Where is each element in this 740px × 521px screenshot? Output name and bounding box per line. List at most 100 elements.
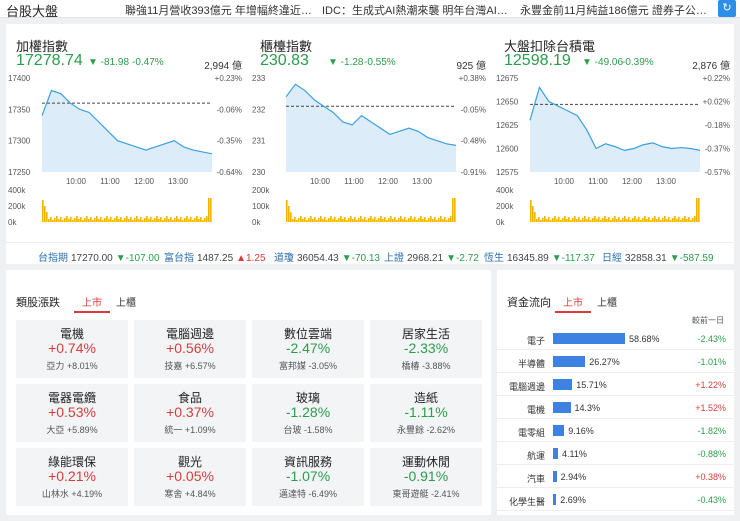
y-tick-label: 12650 <box>496 98 519 107</box>
tab-listed[interactable]: 上市 <box>74 292 110 313</box>
ticker-item[interactable]: 恆生 16345.89 ▼-117.37 <box>484 249 595 264</box>
volume-bar <box>372 219 374 222</box>
fund-flow-row[interactable]: 電腦週邊 15.71% +1.22% <box>497 374 734 396</box>
y-tick-label: 17350 <box>8 105 31 114</box>
y-tick-label: 12575 <box>496 168 519 177</box>
index-card-ex-tsmc[interactable]: 大盤扣除台積電 12598.19 ▼ -49.06 -0.39% 2,876 億… <box>494 24 734 234</box>
volume-bar <box>112 220 114 222</box>
news-headline-3[interactable]: 永豐金前11月純益186億元 證券子公… <box>520 5 707 17</box>
volume-bar <box>630 220 632 222</box>
news-headline-1[interactable]: 聯強11月營收393億元 年增幅終違近… <box>125 5 312 17</box>
ticker-item[interactable]: 上證 2968.21 ▼-2.72 <box>384 249 479 264</box>
index-card-taiex[interactable]: 加權指數 17278.74 ▼ -81.98 -0.47% 2,994 億 17… <box>6 24 246 234</box>
ticker-item[interactable]: 日經 32858.31 ▼-587.59 <box>602 249 714 264</box>
volume-bar <box>676 219 678 222</box>
sector-cell[interactable]: 資訊服務 -1.07% 邁達特 -6.49% <box>252 448 364 506</box>
sector-lead-stock: 亞力 +8.01% <box>46 361 98 371</box>
sector-lead-stock: 台玻 -1.58% <box>283 425 333 435</box>
sector-cell[interactable]: 造紙 -1.11% 永豐餘 -2.62% <box>370 384 482 442</box>
flow-share-bar <box>553 494 557 505</box>
volume-bar <box>392 219 394 222</box>
fund-flow-row[interactable]: 電機 14.3% +1.52% <box>497 397 734 419</box>
pct-tick-label: -0.48% <box>461 137 486 146</box>
sector-cell[interactable]: 玻璃 -1.28% 台玻 -1.58% <box>252 384 364 442</box>
tab-flow-otc[interactable]: 上櫃 <box>597 298 617 309</box>
volume-bar <box>50 217 52 222</box>
sector-cell[interactable]: 食品 +0.37% 統一 +1.09% <box>134 384 246 442</box>
tab-flow-listed[interactable]: 上市 <box>555 292 591 313</box>
index-change-pct: -0.39% <box>622 57 654 68</box>
y-tick-label: 230 <box>252 168 266 177</box>
volume-bar <box>432 219 434 222</box>
volume-bar <box>122 220 124 222</box>
volume-bar <box>626 219 628 222</box>
pct-tick-label: +0.38% <box>459 74 486 83</box>
volume-bar <box>632 218 634 222</box>
volume-bar <box>56 216 58 222</box>
volume-bar <box>652 218 654 222</box>
volume-bar <box>542 218 544 222</box>
volume-bar <box>172 220 174 222</box>
sector-lead-stock: 統一 +1.09% <box>164 425 216 435</box>
sector-cell[interactable]: 電腦週邊 +0.56% 技嘉 +6.57% <box>134 320 246 378</box>
volume-bar <box>78 219 80 222</box>
volume-bar <box>126 216 128 222</box>
sector-cell[interactable]: 居家生活 -2.33% 橋椿 -3.88% <box>370 320 482 378</box>
top-bar: 台股大盤 聯強11月營收393億元 年增幅終違近… IDC：生成式AI熱潮來襲 … <box>0 0 740 19</box>
pct-tick-label: -0.91% <box>461 168 486 177</box>
ticker-change: ▼-117.37 <box>551 253 595 264</box>
market-panel: 加權指數 17278.74 ▼ -81.98 -0.47% 2,994 億 17… <box>6 24 734 264</box>
refresh-icon[interactable]: ↻ <box>718 0 736 17</box>
volume-bar <box>678 217 680 222</box>
fund-flow-row[interactable]: 化學生醫 2.69% -0.43% <box>497 489 734 511</box>
volume-bar <box>408 218 410 222</box>
volume-bar <box>396 220 398 222</box>
sector-cell[interactable]: 觀光 +0.05% 寒舍 +4.84% <box>134 448 246 506</box>
sector-cell[interactable]: 綠能環保 +0.21% 山林水 +4.19% <box>16 448 128 506</box>
volume-bar <box>586 219 588 222</box>
volume-bar <box>100 217 102 222</box>
fund-flow-row[interactable]: 電子 58.68% -2.43% <box>497 328 734 350</box>
flow-sector-name: 化學生醫 <box>508 497 545 507</box>
index-chart: 12675 12650 12625 12600 12575 +0.22% +0.02% -0.… <box>496 74 730 227</box>
sector-cell[interactable]: 數位雲端 -2.47% 富邦媒 -3.05% <box>252 320 364 378</box>
news-headline-2[interactable]: IDC：生成式AI熱潮來襲 明年台灣AI… <box>322 5 508 17</box>
volume-bar <box>128 219 130 222</box>
ticker-item[interactable]: 道瓊 36054.43 ▼-70.13 <box>274 249 380 264</box>
sector-cell[interactable]: 電器電纜 +0.53% 大亞 +5.89% <box>16 384 128 442</box>
volume-bar <box>386 220 388 222</box>
ticker-item[interactable]: 富台指 1487.25 ▲1.25 <box>164 249 266 264</box>
sector-cell[interactable]: 運動休閒 -0.91% 東哥遊艇 -2.41% <box>370 448 482 506</box>
flow-share-pct: 15.71% <box>576 380 607 390</box>
price-line <box>529 85 701 152</box>
volume-bar <box>208 198 210 222</box>
volume-bar <box>418 218 420 222</box>
volume-bar <box>692 218 694 222</box>
volume-bar <box>644 216 646 222</box>
volume-bar <box>342 219 344 222</box>
global-index-ticker: 台指期 17270.00 ▼-107.00 富台指 1487.25 ▲1.25 道瓊 36… <box>6 242 734 264</box>
index-card-otc[interactable]: 櫃檯指數 230.83 ▼ -1.28 -0.55% 925 億 233 232 2… <box>250 24 490 234</box>
volume-bar <box>92 220 94 222</box>
index-name: 加權指數 <box>16 39 69 54</box>
fund-flow-row[interactable]: 汽車 2.94% +0.38% <box>497 466 734 488</box>
volume-bar <box>570 220 572 222</box>
volume-bar <box>206 216 208 222</box>
volume-bar <box>160 217 162 222</box>
volume-bar <box>646 219 648 222</box>
volume-bar <box>162 220 164 222</box>
ticker-change: ▼-587.59 <box>669 253 714 264</box>
fund-flow-row[interactable]: 半導體 26.27% -1.01% <box>497 351 734 373</box>
volume-bar <box>104 218 106 222</box>
ticker-item[interactable]: 台指期 17270.00 ▼-107.00 <box>38 249 160 264</box>
pct-tick-label: +0.02% <box>703 98 730 107</box>
volume-bar <box>302 219 304 222</box>
sector-cell[interactable]: 電機 +0.74% 亞力 +8.01% <box>16 320 128 378</box>
fund-flow-row[interactable]: 電零組 9.16% -1.82% <box>497 420 734 442</box>
volume-bar <box>690 220 692 222</box>
volume-bar <box>58 219 60 222</box>
index-chart: 17400 17350 17300 17250 +0.23% -0.06% -0.35% -0… <box>8 74 242 227</box>
sector-pct: +0.74% <box>48 340 96 356</box>
fund-flow-row[interactable]: 航運 4.11% -0.88% <box>497 443 734 465</box>
tab-otc[interactable]: 上櫃 <box>116 298 136 309</box>
